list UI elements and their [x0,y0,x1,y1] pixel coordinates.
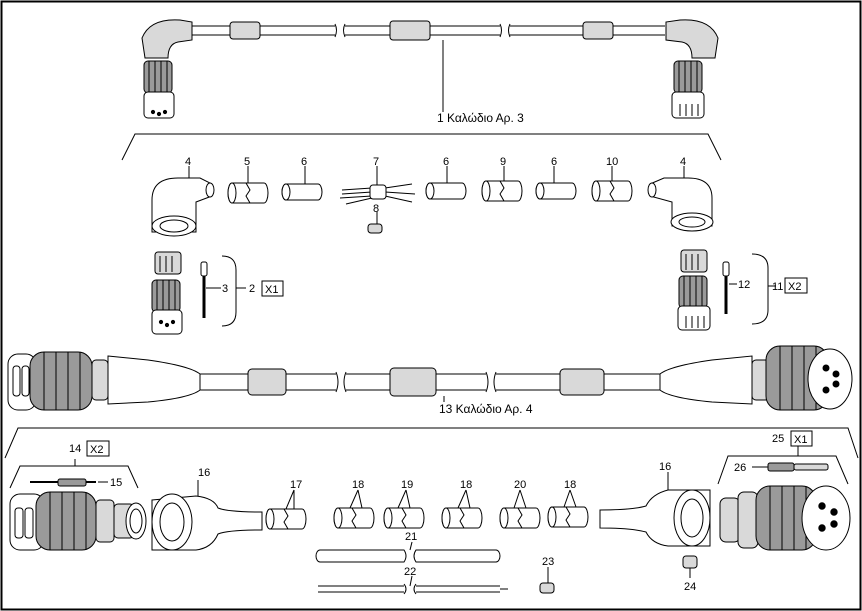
multiplier-x2: X2 [90,444,103,456]
callout-15: 15 [110,477,122,489]
callout-18: 18 [564,479,576,491]
callout-4: 4 [680,156,686,168]
cable-3-assembly [141,19,719,119]
callout-6: 6 [443,156,449,168]
cable-3-caption: 1 Καλώδιο Αρ. 3 [437,111,524,125]
callout-16: 16 [659,461,671,473]
callout-14: 14 [69,443,81,455]
callout-2: 2 [249,283,255,295]
callout-17: 17 [290,479,302,491]
callout-23: 23 [542,556,554,568]
callout-16: 16 [198,467,210,479]
multiplier-boxes: X1 X2 X2 X1 [86,277,813,457]
connector-kit-25 [717,446,851,551]
callout-9: 9 [500,156,506,168]
callout-labels: 4 5 6 7 8 6 9 6 10 4 3 2 12 11 14 15 16 … [69,156,784,593]
callout-11: 11 [772,281,783,293]
multiplier-x2: X2 [788,281,801,293]
callout-5: 5 [244,156,250,168]
callout-6: 6 [301,156,307,168]
connector-kit-14 [9,459,147,551]
callout-26: 26 [734,462,746,474]
multiplier-x1: X1 [794,434,807,446]
callout-8: 8 [373,203,379,215]
callout-19: 19 [401,479,413,491]
callout-3: 3 [222,283,228,295]
cable-3-parts-row [151,166,714,237]
callout-22: 22 [404,566,416,578]
callout-18: 18 [460,479,472,491]
callout-4: 4 [185,156,191,168]
cable-4-parts-row [151,472,711,595]
cable-3-bracket [121,133,722,161]
connector-kit-2 [151,251,246,335]
callout-20: 20 [514,479,526,491]
callout-21: 21 [405,531,417,543]
callout-10: 10 [606,156,618,168]
cable-4-caption: 13 Καλώδιο Αρ. 4 [439,402,533,416]
cable-4-bracket [4,427,859,459]
callout-12: 12 [738,279,750,291]
callout-25: 25 [772,433,784,445]
callout-7: 7 [373,156,379,168]
callout-18: 18 [352,479,364,491]
connector-kit-11 [677,249,776,331]
callout-6: 6 [551,156,557,168]
multiplier-x1: X1 [265,284,278,296]
cable-4-assembly [7,345,853,411]
callout-24: 24 [684,581,696,593]
